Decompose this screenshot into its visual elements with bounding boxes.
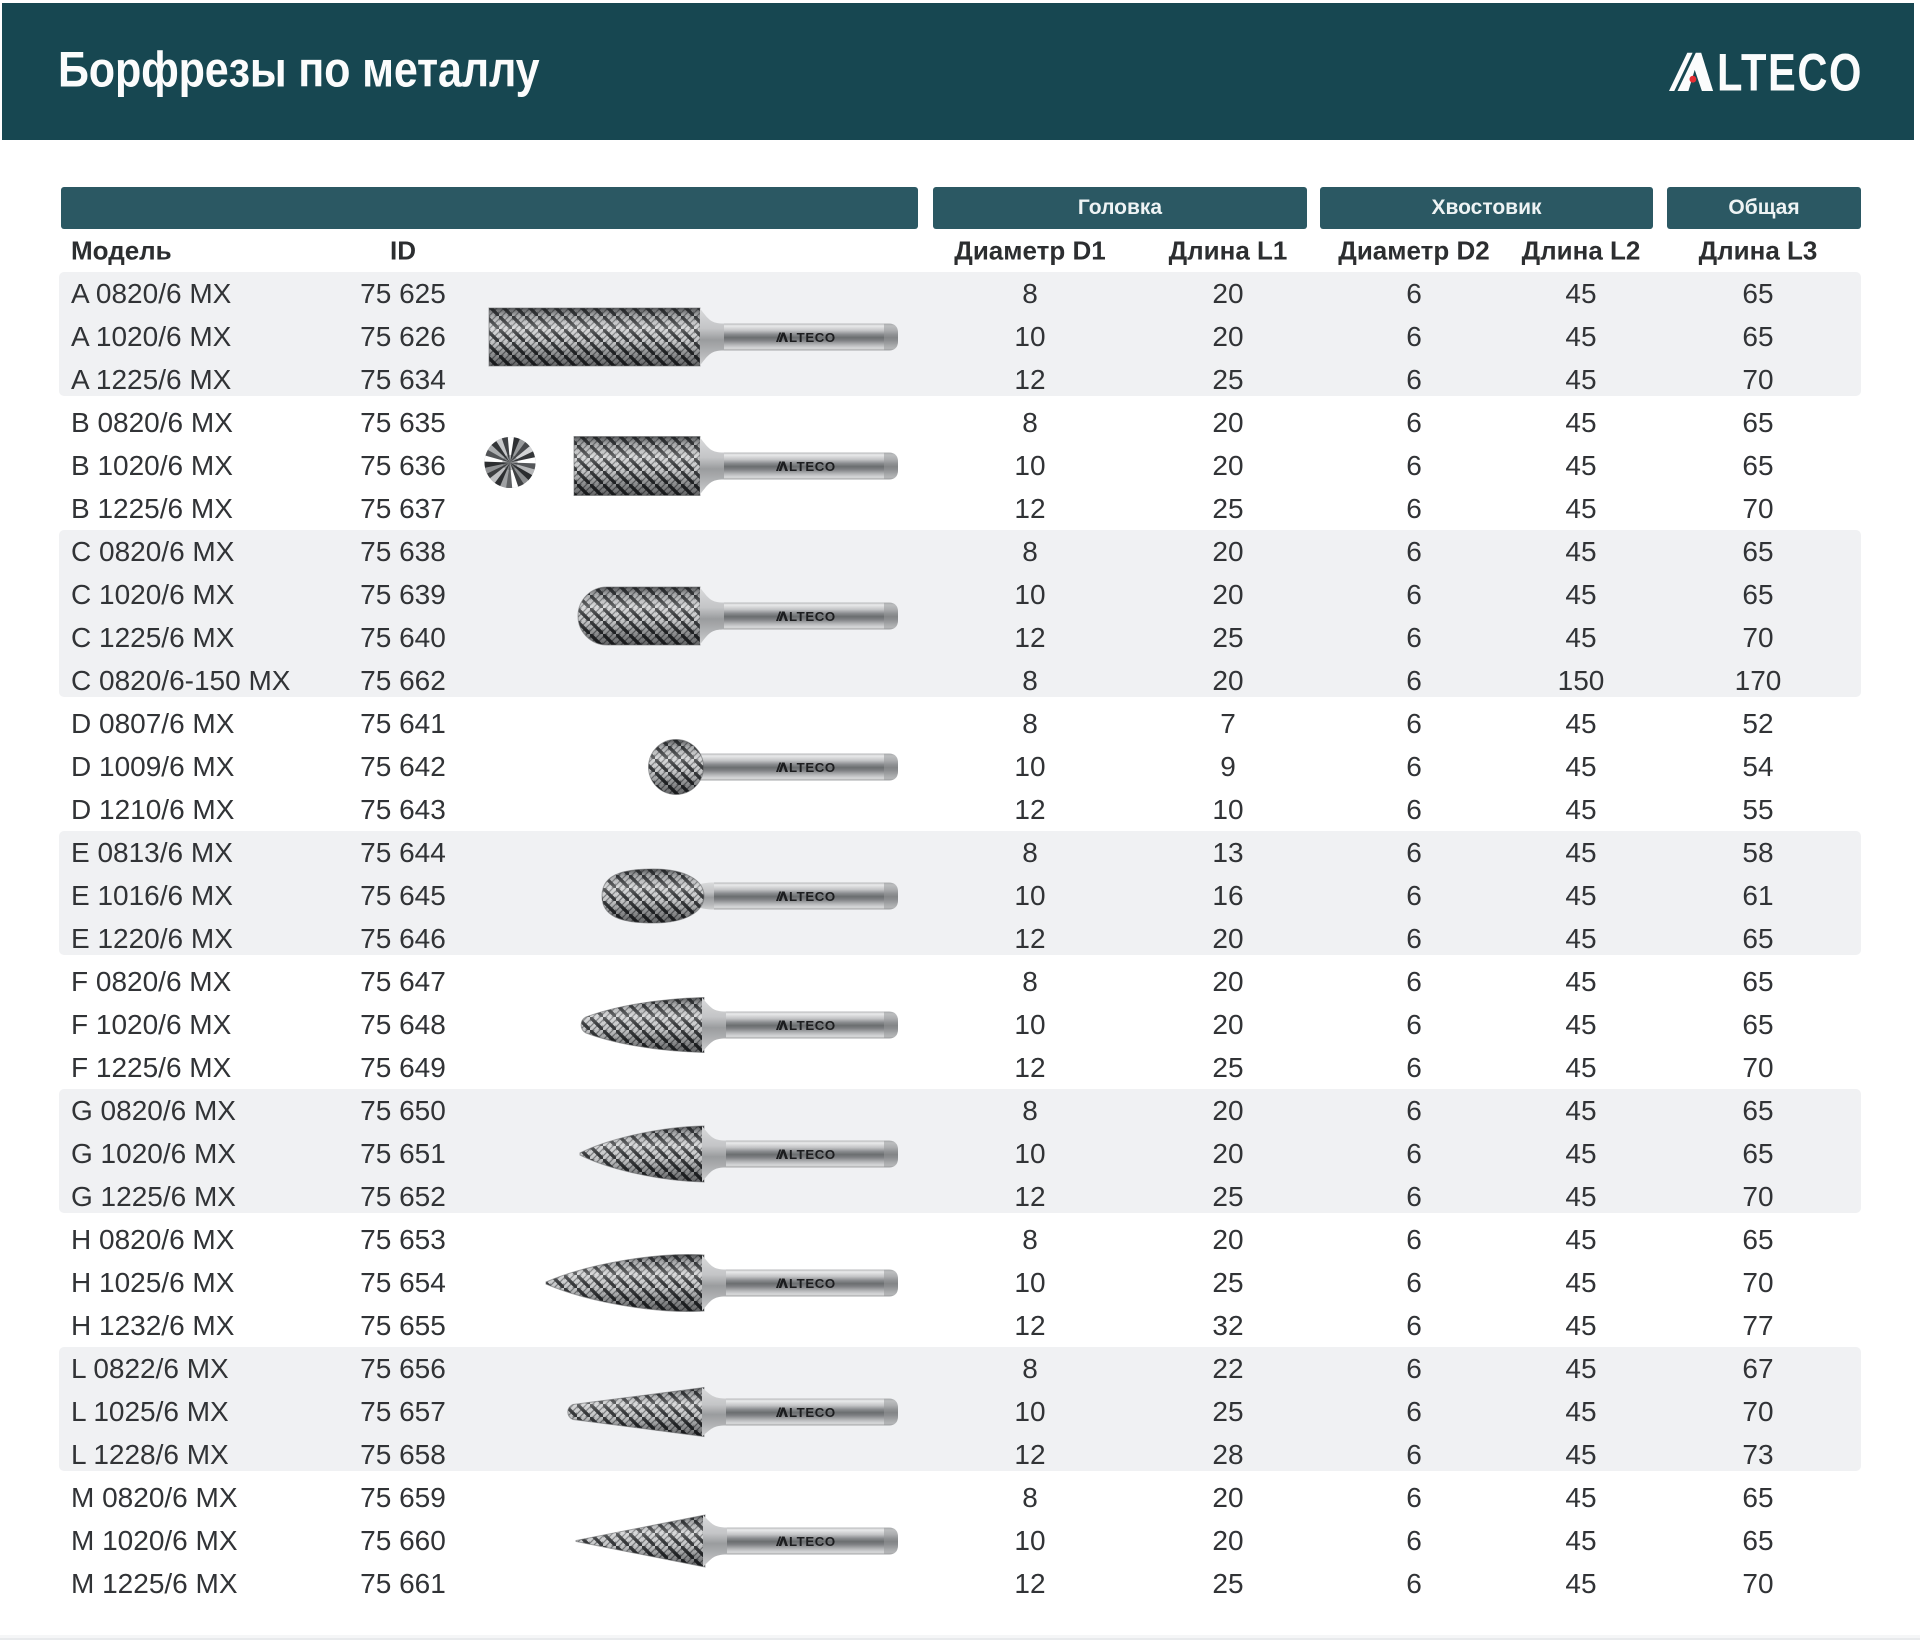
svg-text:LTECO: LTECO (1717, 47, 1863, 95)
